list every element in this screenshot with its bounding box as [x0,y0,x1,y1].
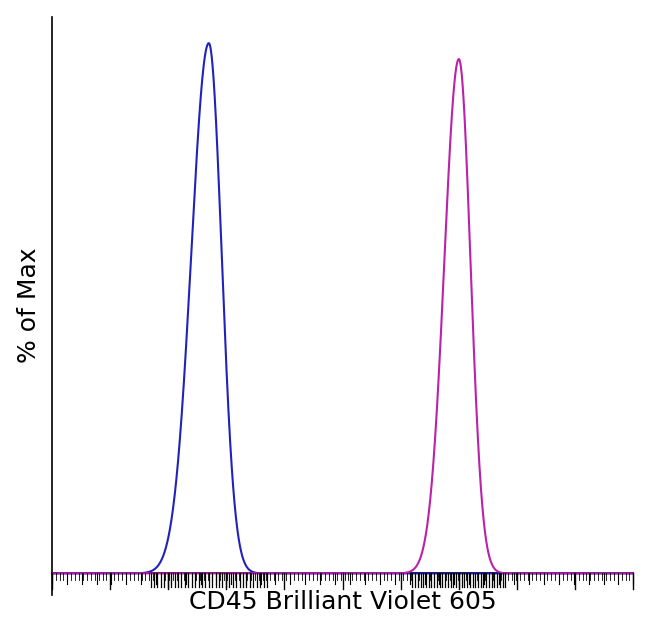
X-axis label: CD45 Brilliant Violet 605: CD45 Brilliant Violet 605 [188,590,497,614]
Y-axis label: % of Max: % of Max [17,248,41,363]
